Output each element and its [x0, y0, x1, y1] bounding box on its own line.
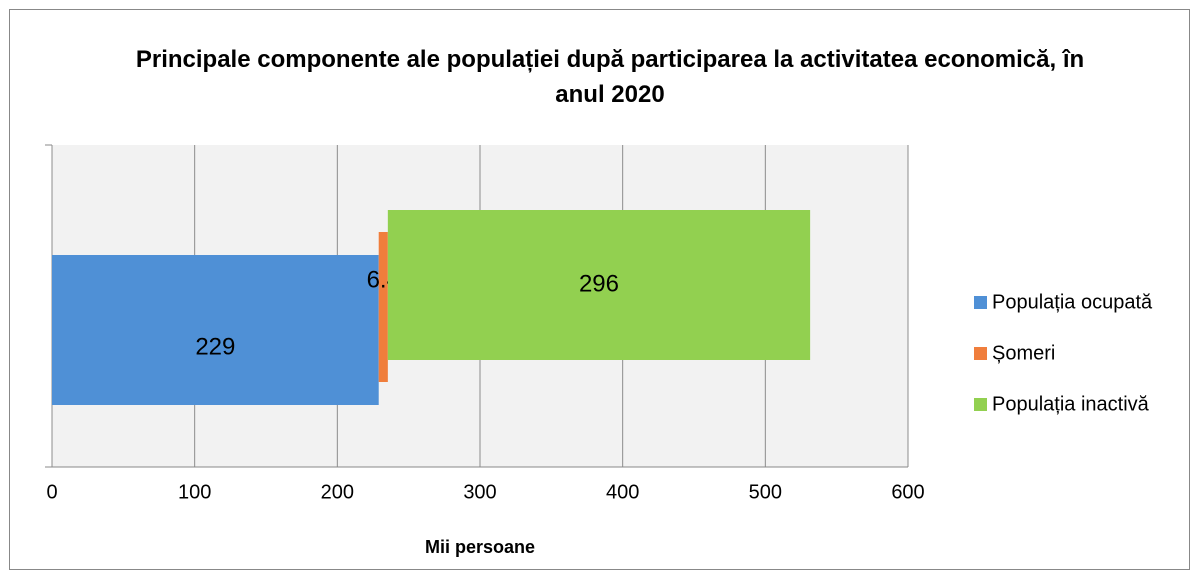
data-label: 296: [579, 270, 619, 297]
legend-label: Șomeri: [992, 342, 1055, 364]
bar-segment: [387, 210, 811, 360]
x-tick-label: 0: [46, 481, 57, 503]
x-tick-label: 100: [178, 481, 211, 503]
x-axis-label: Mii persoane: [425, 537, 535, 557]
legend-swatch: [974, 398, 987, 411]
data-label: 229: [195, 333, 235, 360]
chart-title: Principale componente ale populației dup…: [135, 46, 1085, 108]
x-tick-label: 200: [321, 481, 354, 503]
x-tick-label: 400: [606, 481, 639, 503]
legend-swatch: [974, 296, 987, 309]
x-tick-label: 500: [749, 481, 782, 503]
legend-label: Populația ocupată: [992, 291, 1153, 313]
legend-label: Populația inactivă: [992, 393, 1150, 415]
legend-swatch: [974, 347, 987, 360]
bar-segment: [52, 255, 379, 405]
x-tick-label: 300: [463, 481, 496, 503]
bar-segment: [378, 232, 388, 382]
x-tick-label: 600: [891, 481, 924, 503]
